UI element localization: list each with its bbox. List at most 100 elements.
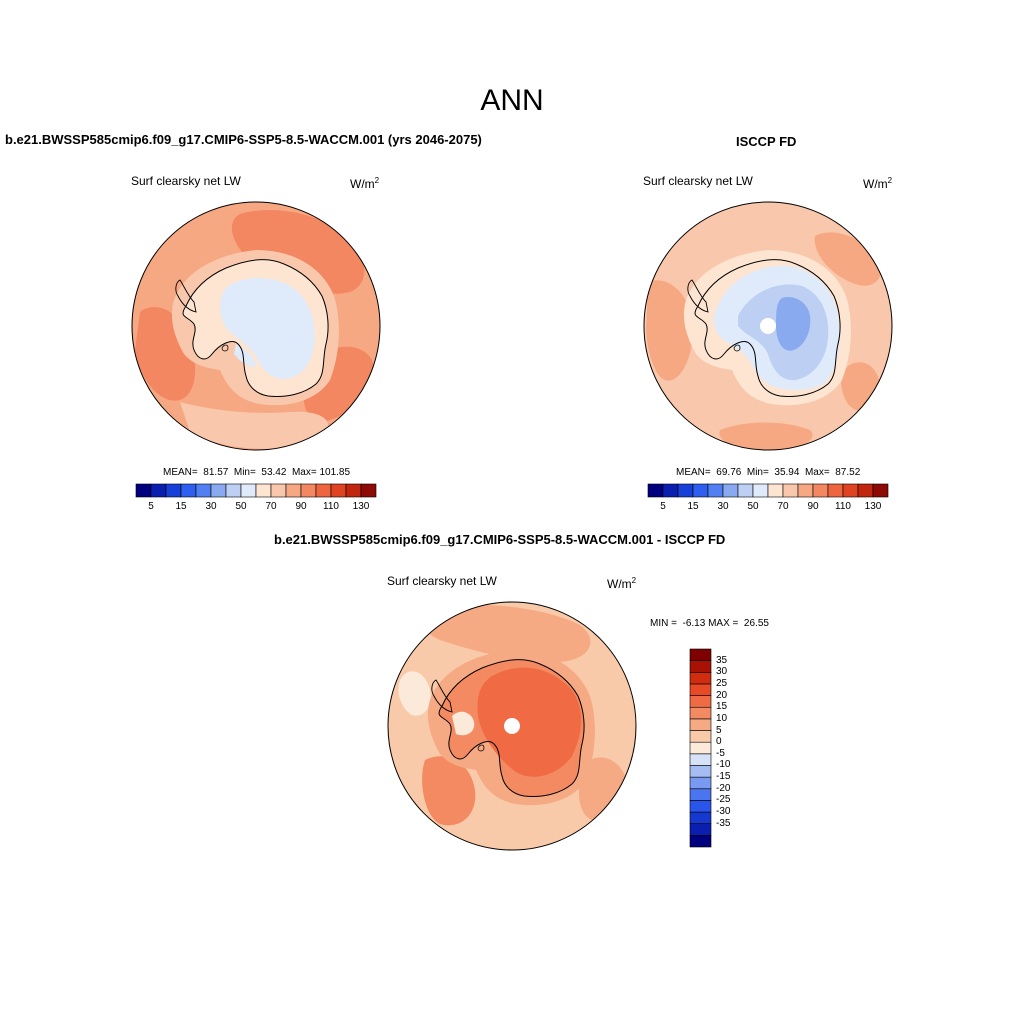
panel-3-colorbar-box <box>689 695 712 708</box>
panel-3-colorbar-box <box>689 811 712 825</box>
panel-3-colorbar-tick-label: -25 <box>716 794 731 806</box>
panel-1-colorbar <box>135 483 377 498</box>
panel-1-colorbar-box <box>195 483 212 498</box>
panel-1-colorbar-box <box>315 483 332 498</box>
panel-1-colorbar-tick-label: 110 <box>323 501 339 512</box>
panel-2-colorbar-box <box>722 483 739 498</box>
panel-3-colorbar-tick-label: -15 <box>716 771 731 783</box>
panel-2-colorbar-tick-label: 90 <box>807 501 819 512</box>
panel-2-colorbar-tick-label: 30 <box>717 501 729 512</box>
panel-1-colorbar-box <box>180 483 197 498</box>
panel-1-units: W/m2 <box>350 176 380 191</box>
panel-2-colorbar-box <box>842 483 859 498</box>
panel-2-colorbar-box <box>857 483 874 498</box>
panel-3-colorbar-box <box>689 741 712 755</box>
panel-3-colorbar-tick-label: -20 <box>716 782 731 794</box>
panel-3-colorbar-box <box>689 648 712 661</box>
panel-3-colorbar-box <box>689 660 712 673</box>
panel-2-colorbar-box <box>677 483 694 498</box>
panel-3-colorbar-tick-label: 15 <box>716 701 728 713</box>
panel-3-colorbar <box>689 648 712 848</box>
panel-3-colorbar-tick-label: -10 <box>716 759 731 771</box>
panel-2-colorbar-tick-label: 15 <box>687 501 699 512</box>
panel-1-colorbar-box <box>165 483 182 498</box>
panel-2-units: W/m2 <box>863 176 893 191</box>
panel-2-colorbar-box <box>872 483 889 498</box>
panel-3-colorbar-tick-label: 0 <box>716 736 722 748</box>
panel-1-colorbar-tick-label: 70 <box>265 501 277 512</box>
panel-1-colorbar-box <box>210 483 227 498</box>
panel-3-variable-label: Surf clearsky net LW <box>387 574 497 588</box>
panel-1-colorbar-box <box>345 483 362 498</box>
panel-1-title: b.e21.BWSSP585cmip6.f09_g17.CMIP6-SSP5-8… <box>5 132 482 147</box>
panel-2-map <box>643 201 893 451</box>
panel-3-colorbar-tick-label: -35 <box>716 817 731 829</box>
panel-3-colorbar-box <box>689 800 712 813</box>
panel-1-colorbar-box <box>330 483 347 498</box>
panel-3-map <box>387 601 637 851</box>
panel-1-colorbar-box <box>270 483 287 498</box>
panel-3-colorbar-box <box>689 835 712 848</box>
panel-2-colorbar <box>647 483 889 498</box>
panel-1-colorbar-box <box>360 483 377 498</box>
panel-1-colorbar-box <box>150 483 167 498</box>
panel-2-colorbar-box <box>692 483 709 498</box>
panel-1-colorbar-box <box>225 483 242 498</box>
panel-2-variable-label: Surf clearsky net LW <box>643 174 753 188</box>
panel-3-stats: MIN = -6.13 MAX = 26.55 <box>650 618 769 629</box>
panel-3-colorbar-box <box>689 683 712 696</box>
panel-3-title: b.e21.BWSSP585cmip6.f09_g17.CMIP6-SSP5-8… <box>274 532 726 547</box>
panel-1-colorbar-box <box>255 483 272 498</box>
panel-2-title: ISCCP FD <box>736 134 797 149</box>
panel-3-units: W/m2 <box>607 576 637 591</box>
panel-3-colorbar-box <box>689 718 712 731</box>
panel-2-colorbar-tick-label: 130 <box>864 501 882 512</box>
panel-3-colorbar-box <box>689 671 712 685</box>
panel-3-colorbar-tick-label: 25 <box>716 677 728 689</box>
panel-1-colorbar-tick-label: 30 <box>205 501 217 512</box>
panel-2-colorbar-box <box>797 483 814 498</box>
panel-3-colorbar-tick-label: 20 <box>716 689 728 701</box>
panel-3-colorbar-box <box>689 776 712 790</box>
panel-3-colorbar-box <box>689 730 712 743</box>
panel-1-colorbar-tick-label: 15 <box>175 501 187 512</box>
panel-1-colorbar-tick-label: 5 <box>148 501 154 512</box>
figure-title: ANN <box>480 84 544 117</box>
panel-2-stats: MEAN= 69.76 Min= 35.94 Max= 87.52 <box>676 467 861 478</box>
panel-3-colorbar-tick-label: -5 <box>716 747 725 759</box>
panel-3-colorbar-tick-label: 10 <box>716 712 728 724</box>
panel-3-colorbar-tick-label: 5 <box>716 724 722 736</box>
panel-2-colorbar-box <box>647 483 664 498</box>
panel-2-colorbar-tick-label: 70 <box>777 501 789 512</box>
panel-3-colorbar-box <box>689 706 712 720</box>
panel-1-variable-label: Surf clearsky net LW <box>131 174 241 188</box>
panel-3-colorbar-tick-label: 35 <box>716 654 728 666</box>
panel-1-colorbar-tick-label: 130 <box>352 501 370 512</box>
panel-3-colorbar-box <box>689 753 712 766</box>
panel-2-colorbar-box <box>737 483 754 498</box>
panel-2-colorbar-tick-label: 50 <box>747 501 759 512</box>
panel-1-colorbar-box <box>285 483 302 498</box>
panel-1-colorbar-tick-label: 90 <box>295 501 307 512</box>
panel-1-colorbar-box <box>300 483 317 498</box>
panel-2-colorbar-box <box>812 483 829 498</box>
panel-2-colorbar-box <box>662 483 679 498</box>
panel-2-colorbar-box <box>827 483 844 498</box>
panel-2-colorbar-box <box>707 483 724 498</box>
panel-3-colorbar-box <box>689 788 712 801</box>
panel-1-colorbar-tick-label: 50 <box>235 501 247 512</box>
panel-3-colorbar-tick-label: -30 <box>716 806 731 818</box>
panel-3-colorbar-box <box>689 823 712 836</box>
panel-1-map <box>131 201 381 451</box>
panel-1-stats: MEAN= 81.57 Min= 53.42 Max= 101.85 <box>163 467 351 478</box>
panel-3-colorbar-tick-label: 30 <box>716 666 728 678</box>
panel-3-colorbar-box <box>689 765 712 778</box>
panel-1-colorbar-box <box>240 483 257 498</box>
panel-2-colorbar-tick-label: 110 <box>835 501 851 512</box>
panel-1-colorbar-box <box>135 483 152 498</box>
panel-2-colorbar-box <box>782 483 799 498</box>
panel-2-colorbar-box <box>767 483 784 498</box>
panel-2-colorbar-box <box>752 483 769 498</box>
panel-2-colorbar-tick-label: 5 <box>660 501 666 512</box>
